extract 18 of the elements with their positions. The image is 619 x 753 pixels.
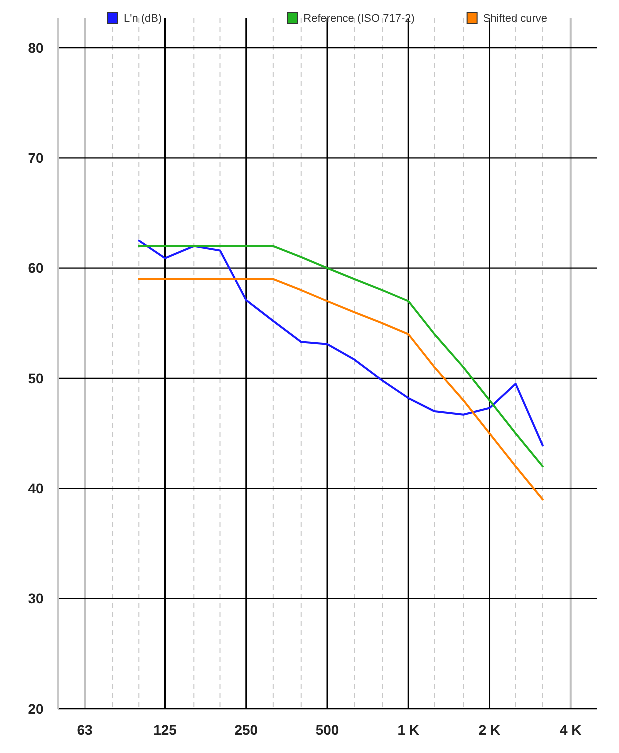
x-tick-label: 2 K (478, 722, 501, 738)
y-tick-label: 80 (28, 40, 44, 56)
x-tick-label: 125 (154, 722, 178, 738)
x-tick-label: 4 K (560, 722, 582, 738)
y-tick-label: 20 (28, 700, 44, 717)
y-tick-label: 50 (28, 370, 44, 386)
x-tick-label: 63 (77, 722, 94, 738)
legend-label: Shifted curve (483, 13, 548, 25)
y-tick-label: 40 (28, 480, 44, 497)
x-tick-label: 250 (234, 722, 258, 738)
x-tick-label: 1 K (398, 722, 420, 738)
y-tick-label: 70 (28, 150, 44, 166)
x-tick-label: 500 (316, 722, 340, 738)
legend-label: L'n (dB) (124, 13, 162, 25)
y-tick-label: 30 (28, 590, 44, 607)
legend-label: Reference (ISO 717-2) (304, 13, 415, 25)
line-series (138, 278, 544, 501)
y-tick-label: 60 (28, 260, 44, 276)
